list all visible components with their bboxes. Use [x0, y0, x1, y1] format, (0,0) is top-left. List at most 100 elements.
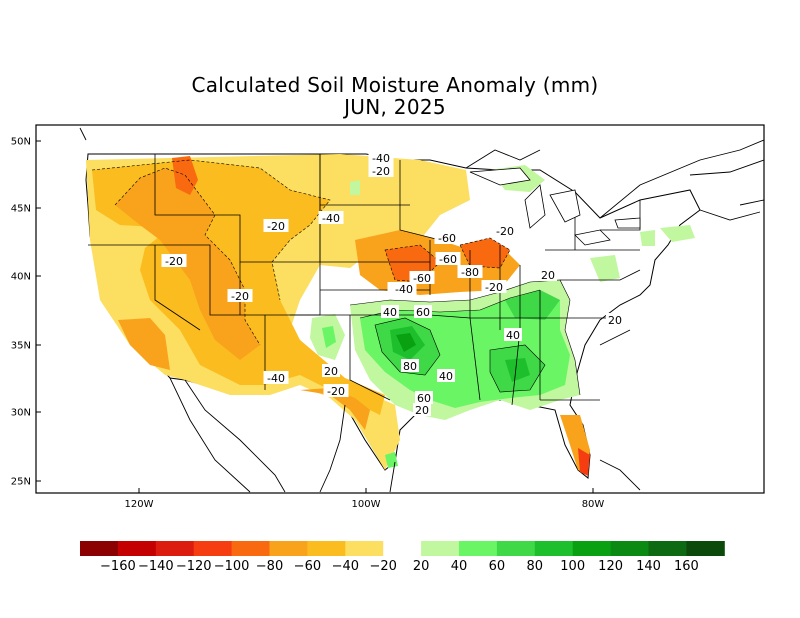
- contour-label-bg: [323, 384, 349, 397]
- dry-tx-orange: [300, 388, 370, 430]
- contour-label-bg: [401, 359, 419, 372]
- contour-label-bg: [381, 305, 399, 318]
- contour-label: -20: [485, 281, 503, 294]
- colorbar-swatch: [80, 541, 119, 556]
- lat-tick-label: 50N: [11, 137, 31, 148]
- contour-label-bg: [413, 403, 431, 416]
- contour-label: -20: [372, 165, 390, 178]
- latitude-ticks: 50N 45N 40N 35N 30N 25N: [11, 137, 41, 488]
- contour-label: 20: [415, 404, 429, 417]
- colorbar-swatch: [307, 541, 346, 556]
- wet-ny: [660, 225, 695, 242]
- colorbar-label: −100: [214, 559, 250, 574]
- contour-label: -20: [327, 385, 345, 398]
- contour-label-bg: [539, 268, 557, 281]
- lat-tick-label: 35N: [11, 341, 31, 352]
- contour-label: 60: [417, 392, 431, 405]
- dry-sw-orange: [118, 318, 170, 370]
- colorbar-swatch: [117, 541, 157, 556]
- colorbar-label: −20: [369, 559, 396, 574]
- great-lakes: [469, 167, 641, 246]
- colorbar-label: −40: [332, 559, 359, 574]
- contour-label: -60: [439, 253, 457, 266]
- contour-label-bg: [415, 391, 433, 404]
- lon-tick-label: 100W: [352, 499, 381, 510]
- wet-nd: [350, 180, 360, 195]
- wet-ms-center: [505, 358, 530, 382]
- contour-label-bg: [481, 280, 507, 293]
- contour-label: 60: [416, 306, 430, 319]
- chart-subtitle: JUN, 2025: [344, 95, 446, 119]
- colorbar-swatch: [155, 541, 195, 556]
- dry-midwest-core: [460, 238, 510, 268]
- chart-title: Calculated Soil Moisture Anomaly (mm): [191, 73, 599, 97]
- colorbar-label: −140: [138, 559, 174, 574]
- colorbar-swatch: [231, 541, 270, 556]
- contour-label-bg: [368, 151, 394, 164]
- dry-florida-core: [578, 448, 590, 476]
- colorbar-label: 80: [527, 559, 544, 574]
- map-frame: [35, 124, 765, 494]
- contour-label-bg: [227, 289, 253, 302]
- dry-west-orange-2: [115, 168, 260, 360]
- colorbar-swatch: [421, 541, 460, 556]
- colorbar-label: −80: [256, 559, 283, 574]
- colorbar-label: 40: [451, 559, 468, 574]
- wet-pa: [640, 230, 655, 246]
- foreign-borders: [79, 127, 764, 493]
- contour-labels: -40-20-40-20-20-20-60-20-40-60-60-80-40-…: [161, 151, 624, 417]
- contour-label-bg: [263, 371, 289, 384]
- contour-label-bg: [318, 211, 344, 224]
- contour-label-bg: [504, 328, 522, 341]
- wet-tn: [505, 290, 560, 320]
- colorbar-label: 20: [413, 559, 430, 574]
- lat-tick-label: 40N: [11, 272, 31, 283]
- contour-label: -20: [496, 225, 514, 238]
- longitude-ticks: 120W 100W 80W: [125, 488, 605, 510]
- contour-label-bg: [434, 231, 460, 244]
- lon-tick-label: 80W: [582, 499, 605, 510]
- contour-label-bg: [391, 282, 417, 295]
- lat-tick-label: 45N: [11, 204, 31, 215]
- contour-label: -20: [231, 290, 249, 303]
- colorbar-swatch: [686, 541, 725, 556]
- contour-label: -40: [267, 372, 285, 385]
- contour-label-bg: [492, 224, 518, 237]
- colorbar-swatch: [648, 541, 687, 556]
- contour-label-bg: [322, 364, 340, 377]
- contour-label: 40: [383, 306, 397, 319]
- lon-tick-label: 120W: [125, 499, 154, 510]
- contour-label: 80: [403, 360, 417, 373]
- contour-label: 20: [324, 365, 338, 378]
- wet-colorado-mid: [322, 326, 336, 348]
- contour-label: -80: [461, 266, 479, 279]
- contour-label: 20: [541, 269, 555, 282]
- contour-label-bg: [435, 252, 461, 265]
- contour-label-bg: [161, 254, 187, 267]
- contour-label: -60: [413, 272, 431, 285]
- colorbar-label: −120: [176, 559, 212, 574]
- contour-label: 40: [506, 329, 520, 342]
- contour-label-bg: [263, 219, 289, 232]
- contour-label-bg: [606, 313, 624, 326]
- colorbar-labels: −160 −140 −120 −100 −80 −60 −40 −20 20 40 60 80 100 1…: [100, 559, 699, 574]
- colorbar-swatch: [269, 541, 308, 556]
- colorbar-swatch: [610, 541, 649, 556]
- colorbar-label: 140: [636, 559, 661, 574]
- colorbar-swatch: [383, 541, 422, 556]
- contour-label: -60: [438, 232, 456, 245]
- colorbar-label: 100: [560, 559, 585, 574]
- contour-label: -40: [322, 212, 340, 225]
- colorbar-label: 160: [674, 559, 699, 574]
- colorbar-label: −60: [294, 559, 321, 574]
- contour-label: -40: [372, 152, 390, 165]
- lat-tick-label: 25N: [11, 477, 31, 488]
- colorbar-swatch: [193, 541, 233, 556]
- contour-label: -40: [395, 283, 413, 296]
- contour-label-bg: [368, 164, 394, 177]
- colorbar-label: −160: [100, 559, 136, 574]
- colorbar-label: 120: [598, 559, 623, 574]
- contour-label: -20: [267, 220, 285, 233]
- lat-tick-label: 30N: [11, 408, 31, 419]
